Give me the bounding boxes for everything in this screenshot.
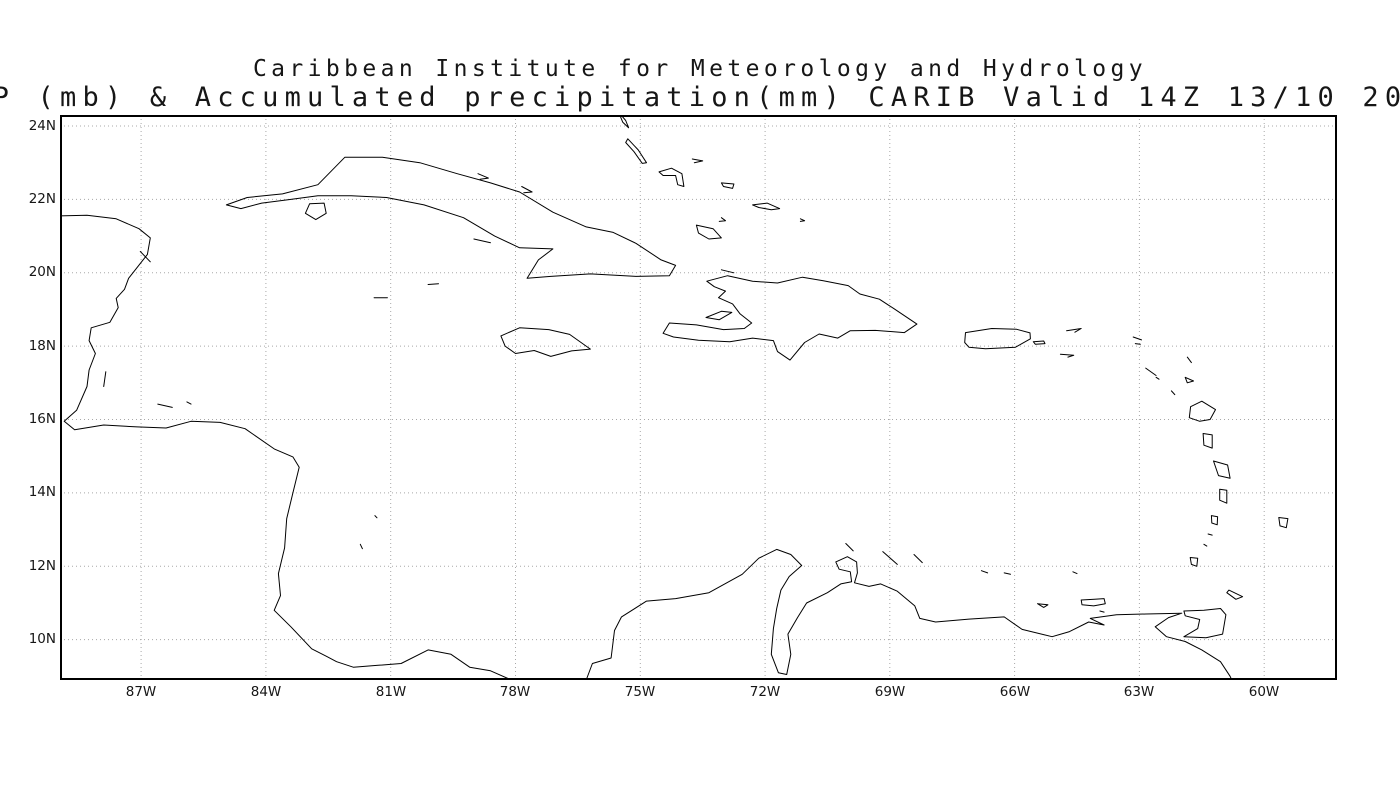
- coastline-cat-island: [619, 115, 630, 129]
- caribbean-map: [60, 115, 1337, 680]
- coastline-barbados: [1278, 517, 1289, 529]
- coastline-jamaica: [500, 327, 591, 357]
- coastline-cuba: [225, 156, 677, 279]
- coastline-camaguey-cays: [477, 173, 489, 180]
- coastline-san-andres: [359, 543, 363, 550]
- coastline-curacao: [882, 551, 898, 565]
- coastline-dominica: [1202, 433, 1213, 449]
- coastline-central-america: [60, 214, 512, 680]
- coastline-orchila: [1003, 572, 1011, 575]
- coastline-grenadines-north: [1207, 533, 1213, 536]
- lon-label-69W: 69W: [874, 684, 906, 700]
- coastline-st-kitts: [1145, 367, 1157, 376]
- coastline-isla-juventud: [304, 202, 327, 221]
- coastline-st-vincent: [1210, 515, 1219, 526]
- coastline-long-island: [625, 138, 647, 164]
- lon-label-87W: 87W: [125, 684, 157, 700]
- lon-label-75W: 75W: [624, 684, 656, 700]
- coastline-tobago: [1226, 589, 1244, 600]
- coastline-samana-cay: [691, 158, 704, 164]
- coastline-st-martin: [1134, 343, 1141, 345]
- coastline-gonave: [705, 310, 733, 321]
- coastline-anguilla: [1132, 336, 1142, 341]
- coastline-la-tortuga: [1037, 603, 1049, 608]
- coastline-grenadines-south: [1203, 543, 1208, 547]
- coastline-south-america: [585, 548, 1233, 680]
- lat-label-16N: 16N: [28, 411, 56, 427]
- coastline-roatan: [157, 403, 173, 408]
- lat-label-18N: 18N: [28, 338, 56, 354]
- lon-label-72W: 72W: [749, 684, 781, 700]
- lon-label-78W: 78W: [499, 684, 531, 700]
- lat-label-10N: 10N: [28, 631, 56, 647]
- coastline-great-inagua: [695, 224, 722, 240]
- coastline-little-cayman: [427, 283, 439, 285]
- coastline-hispaniola: [662, 275, 918, 361]
- coastline-st-croix: [1059, 353, 1075, 358]
- coastline-margarita: [1080, 598, 1106, 607]
- coastline-guadeloupe: [1188, 400, 1216, 422]
- map-frame: [60, 115, 1337, 680]
- coastline-aruba: [845, 543, 854, 552]
- coastline-martinique: [1213, 460, 1231, 479]
- title-line-1: Caribbean Institute for Meteorology and …: [252, 56, 1148, 82]
- coastline-turks: [799, 218, 806, 222]
- coastline-bonaire: [913, 554, 923, 564]
- coastline-caicos: [752, 202, 781, 211]
- lon-label-66W: 66W: [999, 684, 1031, 700]
- lat-label-12N: 12N: [28, 558, 56, 574]
- coastline-st-lucia: [1219, 488, 1228, 504]
- lat-label-24N: 24N: [28, 118, 56, 134]
- coastline-ragged-cays: [521, 186, 533, 194]
- coastline-grenada: [1189, 557, 1199, 567]
- coastline-coche: [1099, 610, 1105, 613]
- coastline-barbuda: [1186, 356, 1192, 364]
- coastline-crooked-acklins: [658, 167, 685, 187]
- coastline-cozumel: [139, 251, 151, 263]
- coastline-tortola: [1066, 328, 1082, 333]
- lon-label-60W: 60W: [1248, 684, 1280, 700]
- coastline-jardines-cays: [473, 238, 491, 244]
- coastline-blanquilla: [1072, 571, 1078, 575]
- coastline-montserrat: [1170, 390, 1176, 396]
- lon-label-63W: 63W: [1123, 684, 1155, 700]
- lat-label-20N: 20N: [28, 264, 56, 280]
- title-line-2: P (mb) & Accumulated precipitation(mm) C…: [0, 82, 1400, 113]
- coastline-little-inagua: [718, 217, 726, 222]
- coastline-los-roques: [980, 570, 989, 574]
- coastline-belize-cays: [103, 371, 107, 387]
- lat-label-14N: 14N: [28, 484, 56, 500]
- coastline-puerto-rico: [964, 328, 1031, 350]
- lon-label-81W: 81W: [375, 684, 407, 700]
- coastline-trinidad: [1183, 608, 1227, 639]
- map-border: [60, 115, 1337, 680]
- coastline-providencia: [374, 515, 378, 519]
- coastline-vieques: [1032, 340, 1046, 345]
- lon-label-84W: 84W: [250, 684, 282, 700]
- coastline-nevis: [1155, 376, 1160, 380]
- lat-label-22N: 22N: [28, 191, 56, 207]
- coastline-guanaja: [186, 401, 192, 405]
- coastline-antigua: [1184, 376, 1194, 384]
- coastline-mayaguana: [720, 182, 735, 189]
- coastline-tortue: [720, 269, 735, 274]
